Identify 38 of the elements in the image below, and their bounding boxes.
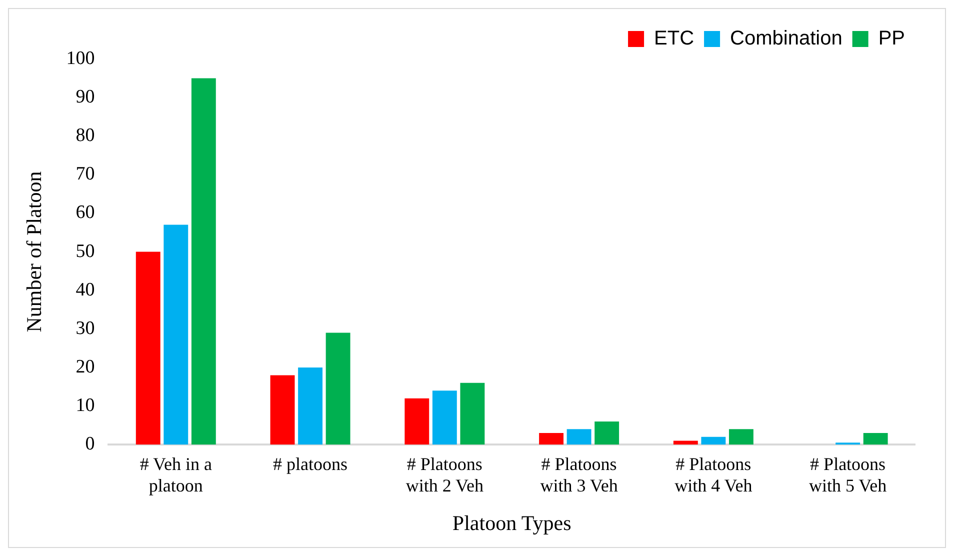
bar [164,224,188,445]
bar [404,398,430,445]
legend-label: Combination [730,28,842,50]
bar [298,367,322,445]
y-tick-label: 40 [76,279,95,300]
bar [728,429,754,445]
bar [594,421,620,445]
y-tick-label: 10 [76,395,95,416]
bar [863,433,888,445]
bar [191,78,216,445]
x-tick-label: # Veh in a platoon [140,454,212,496]
y-tick-label: 90 [76,86,95,108]
y-tick-label: 100 [66,48,95,69]
bar [539,433,564,445]
bar [136,252,160,445]
x-tick-label: # Platoons with 3 Veh [540,454,618,496]
x-tick-label: # Platoons with 4 Veh [674,454,752,496]
y-tick-label: 60 [76,202,95,224]
bar [432,390,457,445]
bar [326,332,350,445]
y-tick-label: 30 [76,318,95,339]
legend-label: PP [878,28,906,50]
bar [460,382,485,445]
y-tick-label: 70 [76,164,95,185]
bar [701,436,726,445]
bar [673,440,698,445]
y-tick-label: 0 [85,434,95,455]
x-tick-label: # platoons [273,454,348,474]
y-tick-label: 50 [76,240,95,262]
bar [566,429,592,445]
x-tick-label: # Platoons with 2 Veh [406,454,484,496]
bar [270,375,295,445]
legend-label: ETC [654,28,694,50]
y-tick-label: 80 [76,125,95,146]
x-axis-title: Platoon Types [452,510,572,535]
y-axis-title: Number of Platoon [22,170,46,332]
y-tick-label: 20 [76,356,95,378]
x-tick-label: # Platoons with 5 Veh [808,454,887,496]
